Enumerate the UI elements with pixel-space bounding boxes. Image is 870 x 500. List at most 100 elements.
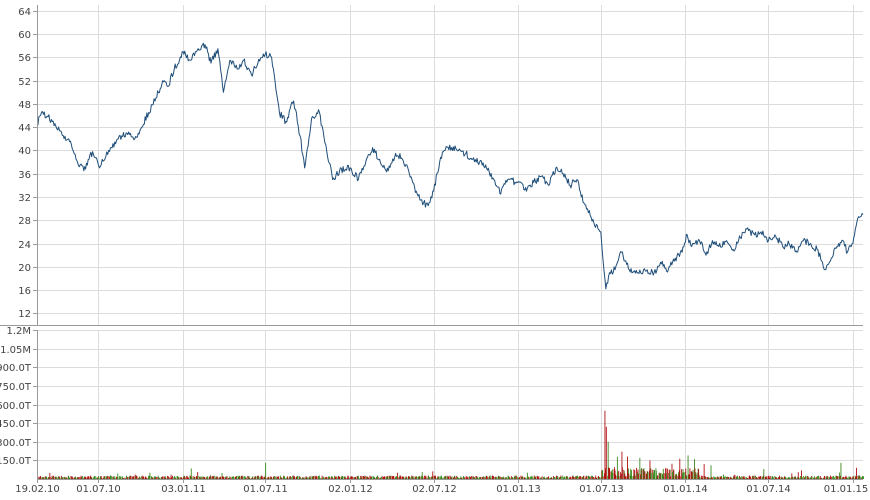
volume-bar xyxy=(256,476,258,479)
volume-bar xyxy=(594,477,596,479)
volume-bar xyxy=(122,478,124,479)
volume-bar xyxy=(663,473,665,479)
volume-bar xyxy=(669,473,671,479)
volume-bar xyxy=(460,476,462,479)
volume-bar xyxy=(700,475,702,479)
volume-bar xyxy=(303,477,305,479)
volume-bar xyxy=(840,462,842,479)
volume-bar xyxy=(779,476,781,479)
volume-bar xyxy=(634,475,636,479)
volume-bar xyxy=(547,478,549,479)
volume-bar xyxy=(188,477,189,479)
volume-bar xyxy=(99,476,101,479)
volume-bar xyxy=(98,476,99,479)
volume-bar xyxy=(235,476,237,479)
volume-bar xyxy=(416,476,418,479)
price-y-tick-label: 52 xyxy=(18,77,31,88)
volume-bar xyxy=(74,477,76,479)
volume-bar xyxy=(338,475,340,479)
volume-bar xyxy=(120,476,122,479)
volume-bar xyxy=(102,478,104,479)
volume-bar xyxy=(310,477,312,479)
volume-bar xyxy=(290,477,292,479)
volume-bar xyxy=(315,477,317,479)
volume-bar xyxy=(314,475,316,479)
volume-bar xyxy=(155,477,157,479)
volume-bar xyxy=(826,475,828,479)
volume-bar xyxy=(620,472,622,479)
volume-bar xyxy=(598,477,600,479)
volume-bar xyxy=(267,477,269,479)
volume-bar xyxy=(632,475,634,479)
volume-bar xyxy=(713,476,715,479)
volume-bar xyxy=(283,475,284,479)
volume-bar xyxy=(457,476,459,479)
volume-bar xyxy=(81,477,83,479)
volume-bar xyxy=(476,476,478,479)
volume-bar xyxy=(348,477,350,479)
volume-bar xyxy=(729,477,731,479)
volume-bar xyxy=(367,476,369,479)
volume-bar xyxy=(149,475,150,479)
volume-bar xyxy=(212,475,214,479)
volume-bar xyxy=(600,477,602,479)
volume-bar xyxy=(553,477,555,479)
volume-bar xyxy=(846,477,848,479)
volume-bar xyxy=(224,476,226,479)
volume-bar xyxy=(825,477,827,479)
volume-y-tick-label: 1.2M xyxy=(6,326,31,337)
volume-bar xyxy=(438,476,440,479)
volume-bar xyxy=(749,476,751,479)
volume-bar xyxy=(832,476,834,479)
volume-bar xyxy=(118,477,120,479)
volume-bar xyxy=(335,477,337,479)
volume-bar xyxy=(398,477,400,479)
volume-bar xyxy=(782,477,784,479)
volume-bar xyxy=(737,477,739,479)
volume-bar xyxy=(441,477,443,479)
volume-bar xyxy=(571,476,573,479)
volume-bar xyxy=(85,476,87,479)
volume-bar xyxy=(48,477,49,479)
volume-bar xyxy=(257,475,259,479)
volume-bar xyxy=(361,475,363,479)
volume-bar xyxy=(242,477,244,479)
volume-bar xyxy=(602,476,604,479)
volume-bar xyxy=(284,477,286,479)
volume-bar xyxy=(530,476,532,479)
volume-bar xyxy=(845,475,847,479)
volume-bar xyxy=(650,472,652,479)
volume-bar xyxy=(653,469,655,479)
volume-bar xyxy=(518,477,520,479)
volume-bar xyxy=(145,477,147,479)
volume-bar xyxy=(788,476,790,479)
volume-bar xyxy=(750,478,752,479)
volume-bar xyxy=(507,475,509,479)
volume-bar xyxy=(93,476,95,479)
volume-bar xyxy=(857,475,859,479)
volume-bar xyxy=(464,476,466,479)
volume-bar xyxy=(829,478,831,479)
volume-bar xyxy=(501,477,503,479)
volume-bar xyxy=(351,477,352,479)
volume-bar xyxy=(480,477,481,479)
volume-y-tick-label: 300.0T xyxy=(0,438,32,449)
volume-bar xyxy=(716,477,718,479)
volume-bar xyxy=(724,476,726,479)
volume-bar xyxy=(128,477,130,479)
volume-bar xyxy=(445,476,447,479)
volume-bar xyxy=(107,476,109,479)
volume-bar xyxy=(771,477,773,479)
volume-bar xyxy=(691,471,693,479)
volume-bar xyxy=(570,476,571,479)
volume-bar xyxy=(419,476,421,479)
volume-bar xyxy=(615,475,617,479)
volume-bar xyxy=(38,476,40,479)
volume-bar xyxy=(796,477,798,479)
volume-bar xyxy=(402,477,403,479)
volume-bar xyxy=(146,477,148,479)
volume-bar xyxy=(643,469,644,479)
volume-bar xyxy=(569,477,571,479)
volume-bar xyxy=(391,475,393,479)
volume-grid xyxy=(37,330,863,479)
